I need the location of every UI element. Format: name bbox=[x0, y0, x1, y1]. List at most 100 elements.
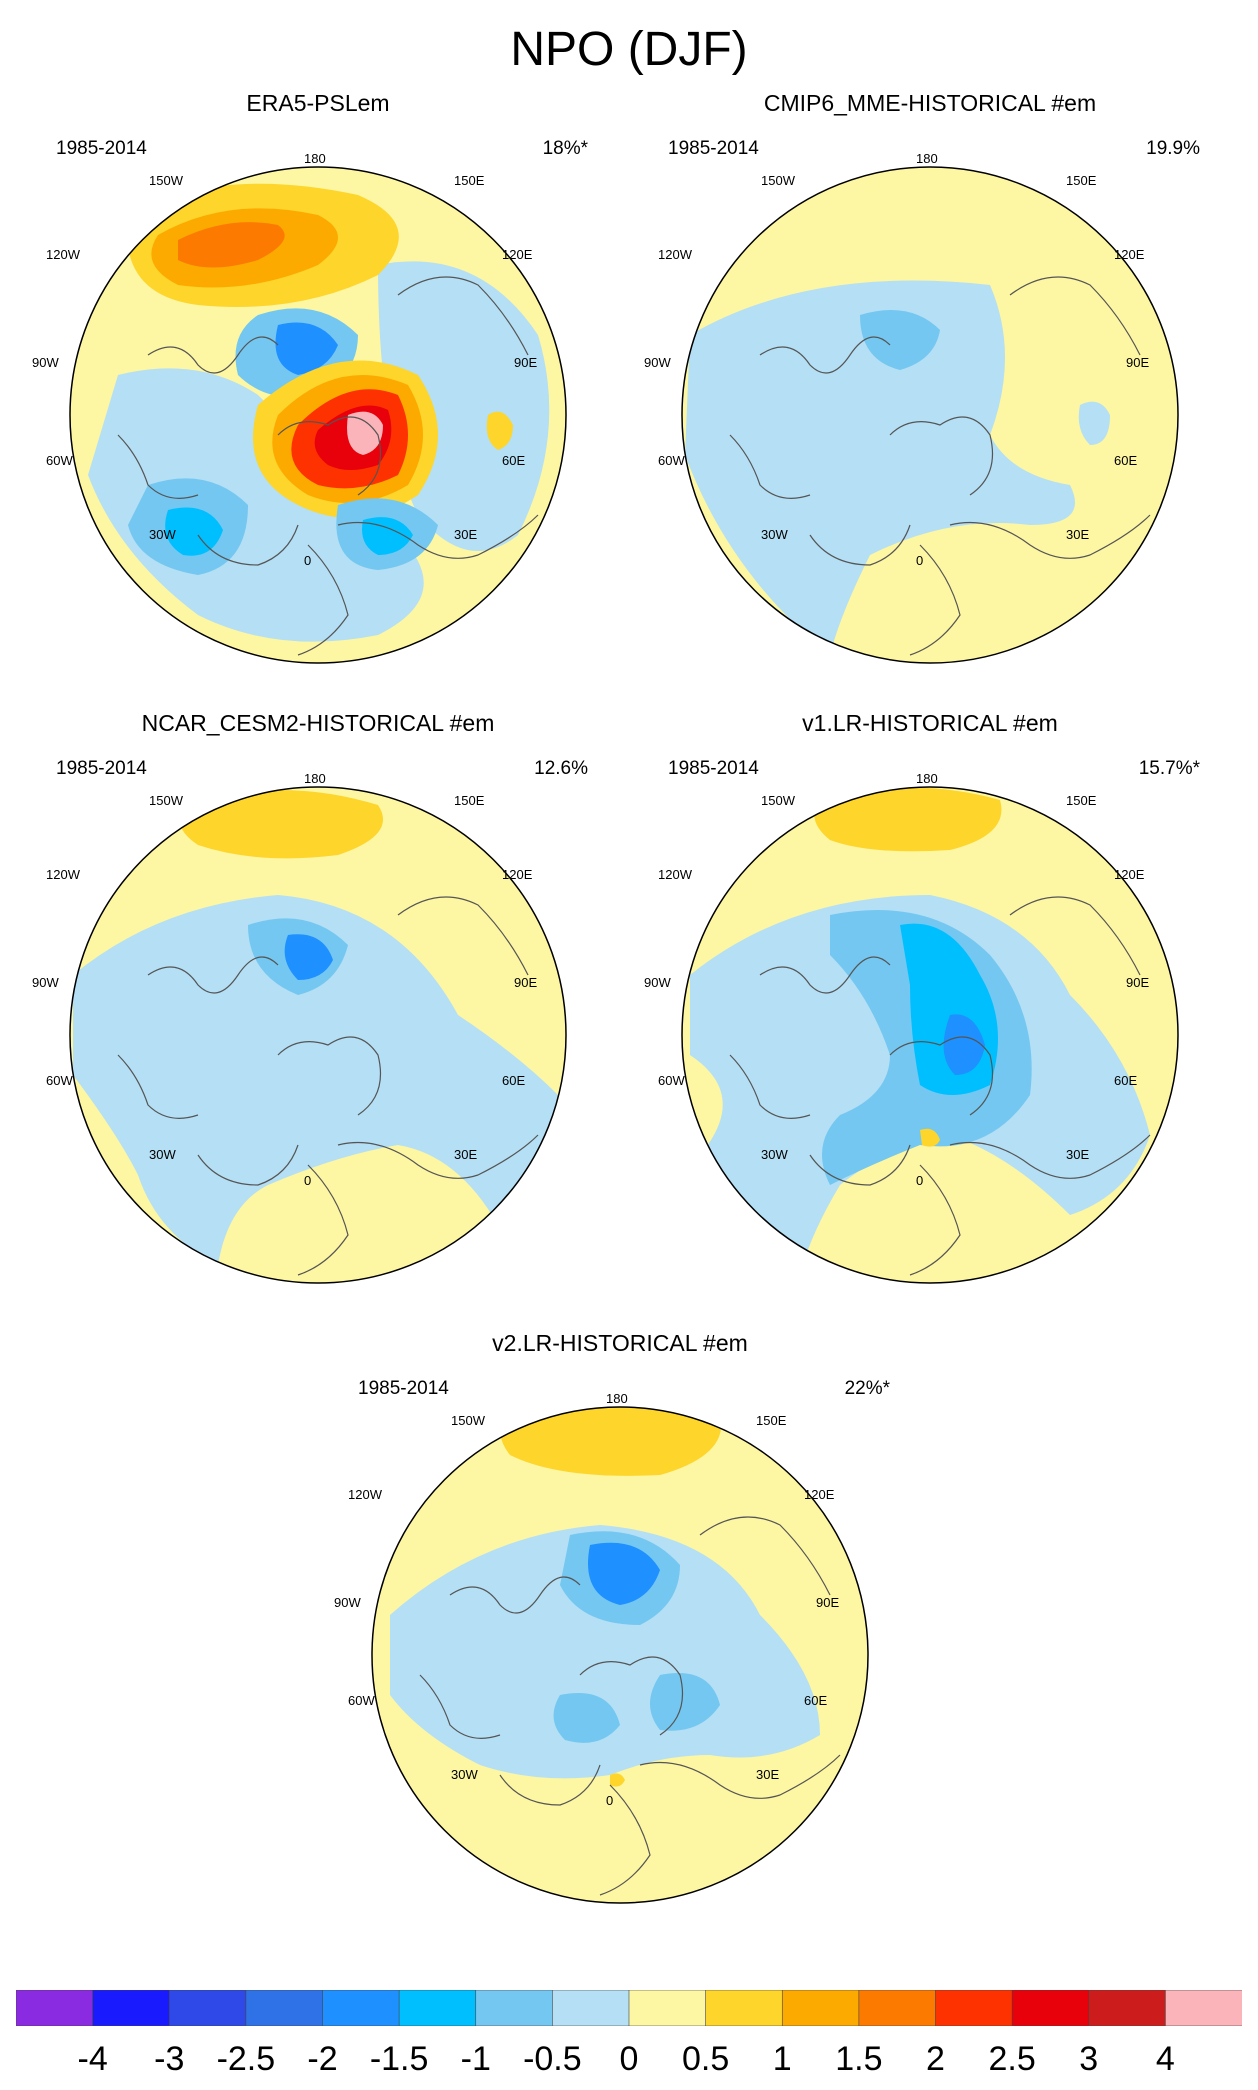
longitude-label-ul: 150W bbox=[761, 173, 795, 188]
colorbar-tick-label: 4 bbox=[1155, 2040, 1175, 2078]
longitude-label-bottom: 0 bbox=[606, 1793, 614, 1808]
longitude-label-r2: 90E bbox=[514, 975, 538, 990]
colorbar-swatch-1 bbox=[92, 1989, 171, 2027]
longitude-label-r2: 90E bbox=[1126, 975, 1150, 990]
longitude-label-lr: 30E bbox=[454, 1147, 478, 1162]
panel-title: CMIP6_MME-HISTORICAL #em bbox=[763, 90, 1097, 116]
longitude-label-l1: 120W bbox=[658, 867, 692, 882]
polar-map bbox=[371, 1406, 869, 1904]
longitude-label-ll: 30W bbox=[451, 1767, 478, 1782]
longitude-label-ul: 150W bbox=[451, 1413, 485, 1428]
coastline-3 bbox=[729, 434, 811, 499]
contour-region-0 bbox=[390, 1525, 820, 1779]
coastline-2 bbox=[397, 896, 529, 976]
contour-region-2 bbox=[1078, 401, 1110, 445]
colorbar-swatch-9 bbox=[705, 1989, 784, 2027]
coastline-2 bbox=[699, 1516, 831, 1596]
longitude-label-top: 180 bbox=[606, 1391, 628, 1406]
figure-title: NPO (DJF) bbox=[510, 23, 748, 76]
panel-title: v1.LR-HISTORICAL #em bbox=[802, 710, 1058, 736]
panel-period: 1985-2014 bbox=[668, 138, 759, 159]
contour-region-6 bbox=[610, 1773, 625, 1787]
longitude-label-bottom: 0 bbox=[304, 553, 312, 568]
colorbar-swatch-11 bbox=[858, 1989, 937, 2027]
panel-explained-variance: 18%* bbox=[542, 138, 588, 159]
longitude-label-top: 180 bbox=[916, 771, 938, 786]
panel-v1lr: v1.LR-HISTORICAL #em 1985-2014 15.7%* 180 15… bbox=[644, 710, 1210, 1300]
longitude-label-bottom: 0 bbox=[916, 553, 924, 568]
longitude-label-r3: 60E bbox=[804, 1693, 828, 1708]
coastline-4 bbox=[949, 1134, 1151, 1179]
coastline-0 bbox=[449, 1576, 581, 1614]
colorbar-tick-label: 2 bbox=[926, 2040, 945, 2078]
contour-region-16 bbox=[486, 411, 513, 450]
longitude-label-l1: 120W bbox=[658, 247, 692, 262]
coastline-3 bbox=[117, 434, 199, 499]
colorbar-tick-label: -0.5 bbox=[523, 2040, 582, 2078]
contour-region-3 bbox=[284, 934, 333, 980]
longitude-label-ur: 150E bbox=[454, 793, 485, 808]
panel-era5: ERA5-PSLem 1985-2014 18%* 180 150W 150E 120W 12… bbox=[32, 90, 598, 680]
polar-map bbox=[69, 786, 567, 1284]
colorbar-swatch-8 bbox=[628, 1989, 707, 2027]
colorbar-swatch-12 bbox=[935, 1989, 1013, 2027]
panel-v2lr: v2.LR-HISTORICAL #em 1985-2014 22%* 180 150W… bbox=[334, 1330, 900, 1920]
contour-region-1 bbox=[180, 790, 383, 859]
colorbar-tick-label: 1 bbox=[772, 2040, 792, 2078]
panel-period: 1985-2014 bbox=[358, 1378, 449, 1399]
contour-region-5 bbox=[920, 1128, 940, 1147]
longitude-label-top: 180 bbox=[304, 771, 326, 786]
longitude-label-r1: 120E bbox=[1114, 247, 1145, 262]
map-border bbox=[681, 786, 1179, 1284]
panel-title: v2.LR-HISTORICAL #em bbox=[492, 1330, 748, 1356]
longitude-label-lr: 30E bbox=[1066, 527, 1090, 542]
longitude-label-bottom: 0 bbox=[916, 1173, 924, 1188]
coastline-0 bbox=[147, 336, 279, 374]
longitude-label-ul: 150W bbox=[761, 793, 795, 808]
coastline-6 bbox=[197, 1144, 299, 1186]
map-border bbox=[681, 166, 1179, 664]
colorbar-tick-label: -3 bbox=[154, 2040, 185, 2078]
longitude-label-ll: 30W bbox=[149, 527, 176, 542]
longitude-label-ll: 30W bbox=[761, 1147, 788, 1162]
colorbar-swatch-14 bbox=[1088, 1989, 1167, 2027]
map-border bbox=[371, 1406, 869, 1904]
coastline-3 bbox=[729, 1054, 811, 1119]
panel-title: ERA5-PSLem bbox=[246, 90, 390, 116]
contour-region-5 bbox=[553, 1693, 620, 1743]
contour-region-4 bbox=[943, 1014, 985, 1075]
map-border bbox=[69, 166, 567, 664]
colorbar-tick-label: 2.5 bbox=[988, 2040, 1036, 2078]
longitude-label-lr: 30E bbox=[454, 527, 478, 542]
colorbar-swatch-13 bbox=[1011, 1989, 1090, 2027]
colorbar-swatch-15 bbox=[1165, 1989, 1243, 2027]
panel-period: 1985-2014 bbox=[668, 758, 759, 779]
longitude-label-r1: 120E bbox=[502, 247, 533, 262]
panel-explained-variance: 15.7%* bbox=[1138, 758, 1200, 779]
longitude-label-ul: 150W bbox=[149, 793, 183, 808]
panel-explained-variance: 22%* bbox=[844, 1378, 890, 1399]
coastline-4 bbox=[949, 514, 1151, 559]
coastline-6 bbox=[197, 524, 299, 566]
panel-explained-variance: 19.9% bbox=[1146, 138, 1200, 159]
panel-period: 1985-2014 bbox=[56, 758, 147, 779]
coastline-5 bbox=[909, 544, 961, 656]
longitude-label-l3: 60W bbox=[46, 1073, 73, 1088]
longitude-label-l3: 60W bbox=[658, 453, 685, 468]
coastline-3 bbox=[117, 1054, 199, 1119]
longitude-label-r2: 90E bbox=[816, 1595, 840, 1610]
colorbar-swatch-2 bbox=[168, 1989, 247, 2027]
coastline-5 bbox=[909, 1164, 961, 1276]
longitude-label-bottom: 0 bbox=[304, 1173, 312, 1188]
contour-region-1 bbox=[814, 787, 1002, 852]
longitude-label-ur: 150E bbox=[1066, 173, 1097, 188]
longitude-label-l2: 90W bbox=[32, 355, 59, 370]
colorbar-tick-label: -2.5 bbox=[216, 2040, 276, 2078]
colorbar-tick-label: -1 bbox=[460, 2040, 491, 2078]
colorbar-swatch-4 bbox=[322, 1989, 400, 2027]
coastline-5 bbox=[599, 1784, 651, 1896]
coastline-2 bbox=[1009, 896, 1141, 976]
colorbar-tick-label: 1.5 bbox=[835, 2040, 883, 2078]
map-border bbox=[69, 786, 567, 1284]
coastline-5 bbox=[297, 1164, 349, 1276]
